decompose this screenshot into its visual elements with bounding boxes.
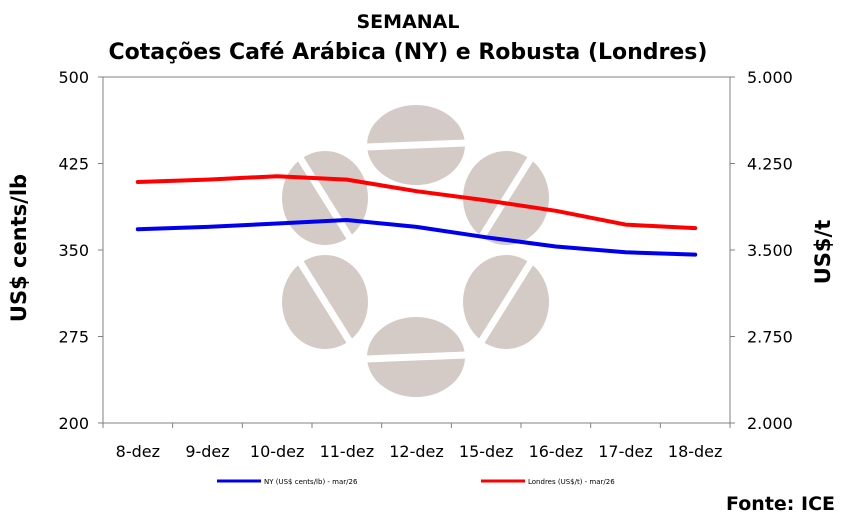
x-tick-label: 12-dez: [389, 442, 444, 461]
coffee-beans-watermark: [282, 105, 549, 397]
left-tick-label: 275: [58, 328, 89, 347]
series-line-londres: [135, 174, 698, 231]
legend-label-londres: Londres (US$/t) - mar/26: [528, 478, 615, 486]
x-tick-label: 17-dez: [598, 442, 653, 461]
source-label: Fonte: ICE: [726, 493, 835, 515]
right-tick-label: 2.750: [747, 328, 793, 347]
x-tick-label: 18-dez: [668, 442, 723, 461]
left-tick-label: 500: [58, 68, 89, 87]
series-line-ny: [135, 218, 698, 257]
left-tick-label: 425: [58, 155, 89, 174]
left-tick-label: 200: [58, 414, 89, 433]
legend: NY (US$ cents/lb) - mar/26 Londres (US$/…: [217, 478, 615, 486]
right-tick-label: 2.000: [747, 414, 793, 433]
right-tick-label: 5.000: [747, 68, 793, 87]
x-axis: 8-dez 9-dez 10-dez 11-dez 12-dez 15-dez 16-dez…: [102, 423, 731, 461]
x-tick-label: 10-dez: [250, 442, 305, 461]
right-tick-label: 4.250: [747, 155, 793, 174]
left-axis-title: US$ cents/lb: [7, 174, 31, 322]
chart-title: SEMANAL: [357, 11, 460, 33]
chart-subtitle: Cotações Café Arábica (NY) e Robusta (Lo…: [109, 40, 708, 65]
series-lines: [135, 174, 698, 257]
x-tick-label: 15-dez: [459, 442, 514, 461]
legend-label-ny: NY (US$ cents/lb) - mar/26: [264, 478, 358, 486]
right-axis: 2.000 2.750 3.500 4.250 5.000: [730, 68, 793, 433]
x-tick-label: 16-dez: [529, 442, 584, 461]
right-axis-title: US$/t: [811, 220, 835, 285]
right-tick-label: 3.500: [747, 241, 793, 260]
x-tick-label: 9-dez: [185, 442, 229, 461]
left-axis: 200 275 350 425 500: [58, 68, 103, 433]
x-tick-label: 8-dez: [116, 442, 160, 461]
x-tick-label: 11-dez: [320, 442, 375, 461]
left-tick-label: 350: [58, 241, 89, 260]
